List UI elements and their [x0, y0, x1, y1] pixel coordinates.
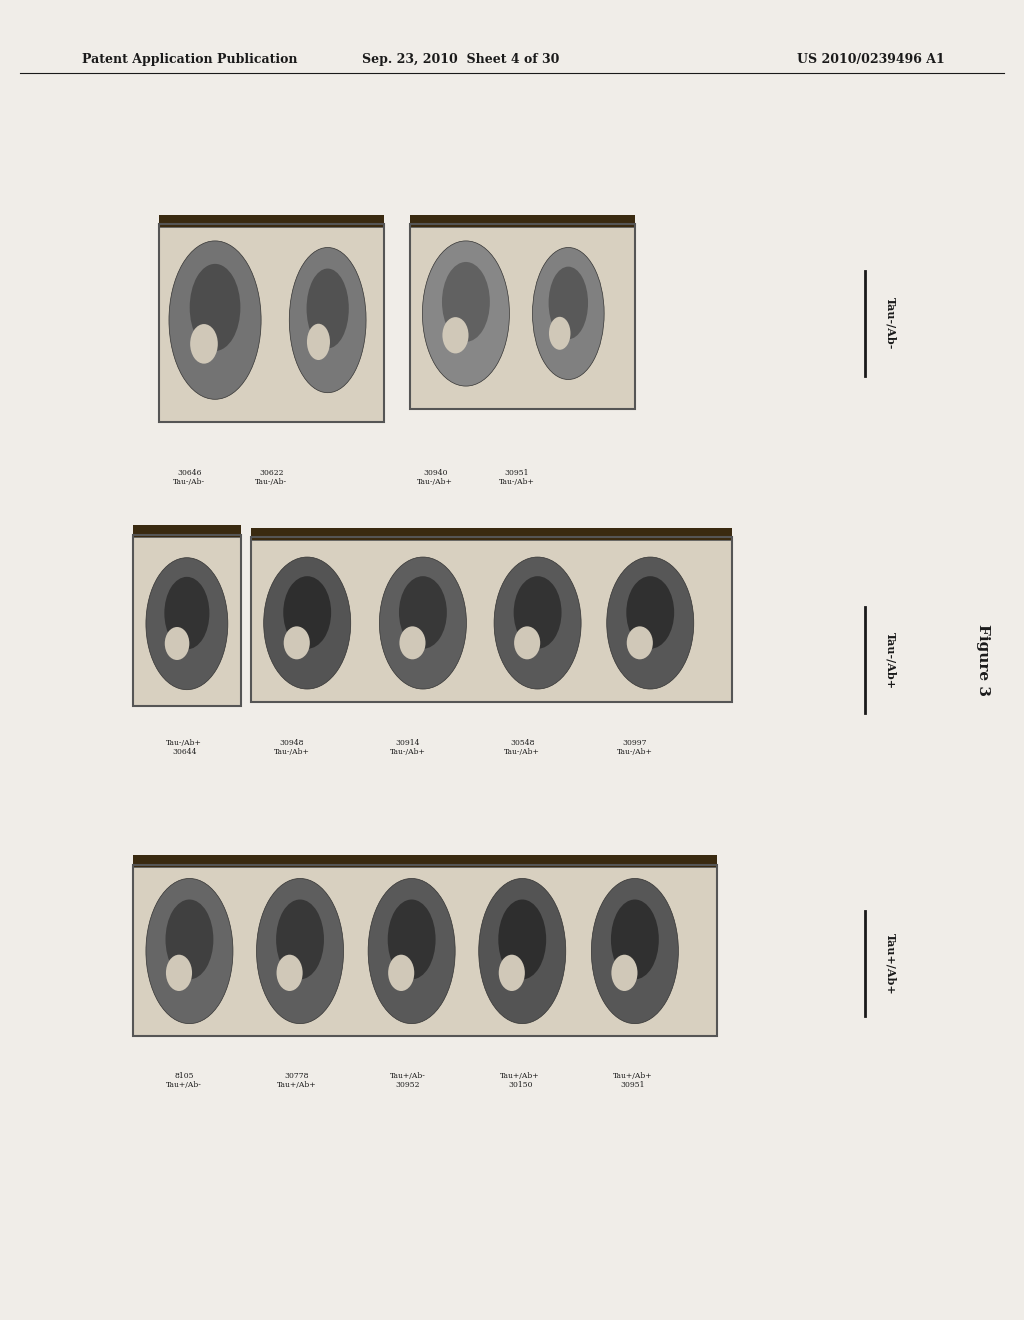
Bar [251, 528, 732, 540]
Text: 30948
Tau-/Ab+: 30948 Tau-/Ab+ [273, 739, 310, 756]
Ellipse shape [627, 576, 674, 648]
Text: 30646
Tau-/Ab-: 30646 Tau-/Ab- [173, 469, 206, 486]
Ellipse shape [499, 954, 525, 991]
Text: Tau+/Ab-
30952: Tau+/Ab- 30952 [389, 1072, 426, 1089]
Ellipse shape [611, 954, 638, 991]
Bar [159, 215, 384, 227]
Bar [133, 537, 241, 706]
Text: Tau+/Ab+: Tau+/Ab+ [886, 933, 896, 994]
Bar [251, 537, 732, 702]
Ellipse shape [442, 317, 469, 354]
Text: 30940
Tau-/Ab+: 30940 Tau-/Ab+ [417, 469, 454, 486]
Ellipse shape [423, 242, 510, 387]
Ellipse shape [290, 248, 367, 393]
Ellipse shape [307, 323, 330, 360]
Ellipse shape [514, 627, 541, 660]
Bar [159, 227, 384, 422]
Bar [159, 224, 384, 422]
Ellipse shape [549, 267, 588, 339]
Ellipse shape [306, 268, 349, 348]
Text: Sep. 23, 2010  Sheet 4 of 30: Sep. 23, 2010 Sheet 4 of 30 [362, 53, 559, 66]
Ellipse shape [145, 557, 227, 689]
Bar [133, 865, 717, 1036]
Text: 30622
Tau-/Ab-: 30622 Tau-/Ab- [255, 469, 288, 486]
Bar [410, 224, 635, 409]
Text: 30997
Tau-/Ab+: 30997 Tau-/Ab+ [616, 739, 653, 756]
Text: 8105
Tau+/Ab-: 8105 Tau+/Ab- [166, 1072, 203, 1089]
Text: US 2010/0239496 A1: US 2010/0239496 A1 [797, 53, 944, 66]
Bar [133, 525, 241, 537]
Text: Patent Application Publication: Patent Application Publication [82, 53, 297, 66]
Text: 30778
Tau+/Ab+: 30778 Tau+/Ab+ [278, 1072, 316, 1089]
Bar [251, 540, 732, 702]
Ellipse shape [164, 577, 209, 649]
Ellipse shape [380, 557, 467, 689]
Ellipse shape [276, 954, 303, 991]
Ellipse shape [388, 899, 435, 979]
Text: Tau-/Ab+: Tau-/Ab+ [886, 631, 896, 689]
Ellipse shape [284, 627, 310, 660]
Bar [133, 867, 717, 1036]
Ellipse shape [165, 627, 189, 660]
Bar [133, 535, 241, 706]
Ellipse shape [369, 879, 455, 1024]
Text: Tau-/Ab+
30644: Tau-/Ab+ 30644 [166, 739, 203, 756]
Ellipse shape [276, 899, 324, 979]
Ellipse shape [499, 899, 546, 979]
Ellipse shape [606, 557, 694, 689]
Ellipse shape [257, 879, 344, 1024]
Ellipse shape [264, 557, 350, 689]
Ellipse shape [592, 879, 678, 1024]
Text: Tau-/Ab-: Tau-/Ab- [886, 297, 896, 350]
Text: 30914
Tau-/Ab+: 30914 Tau-/Ab+ [389, 739, 426, 756]
Text: Tau+/Ab+
30951: Tau+/Ab+ 30951 [613, 1072, 652, 1089]
Text: 30951
Tau-/Ab+: 30951 Tau-/Ab+ [499, 469, 536, 486]
Ellipse shape [166, 899, 213, 979]
Ellipse shape [284, 576, 331, 648]
Ellipse shape [479, 879, 565, 1024]
Ellipse shape [495, 557, 582, 689]
Ellipse shape [166, 954, 193, 991]
Ellipse shape [627, 627, 653, 660]
Ellipse shape [532, 248, 604, 380]
Text: Figure 3: Figure 3 [976, 624, 990, 696]
Bar [410, 215, 635, 227]
Ellipse shape [399, 627, 426, 660]
Bar [133, 855, 717, 867]
Text: Tau+/Ab+
30150: Tau+/Ab+ 30150 [501, 1072, 540, 1089]
Text: 30548
Tau-/Ab+: 30548 Tau-/Ab+ [504, 739, 541, 756]
Ellipse shape [189, 264, 241, 351]
Ellipse shape [549, 317, 570, 350]
Ellipse shape [611, 899, 658, 979]
Bar [410, 227, 635, 409]
Ellipse shape [169, 240, 261, 400]
Ellipse shape [145, 879, 233, 1024]
Ellipse shape [190, 323, 218, 363]
Ellipse shape [399, 576, 446, 648]
Ellipse shape [442, 261, 489, 342]
Ellipse shape [514, 576, 561, 648]
Ellipse shape [388, 954, 415, 991]
